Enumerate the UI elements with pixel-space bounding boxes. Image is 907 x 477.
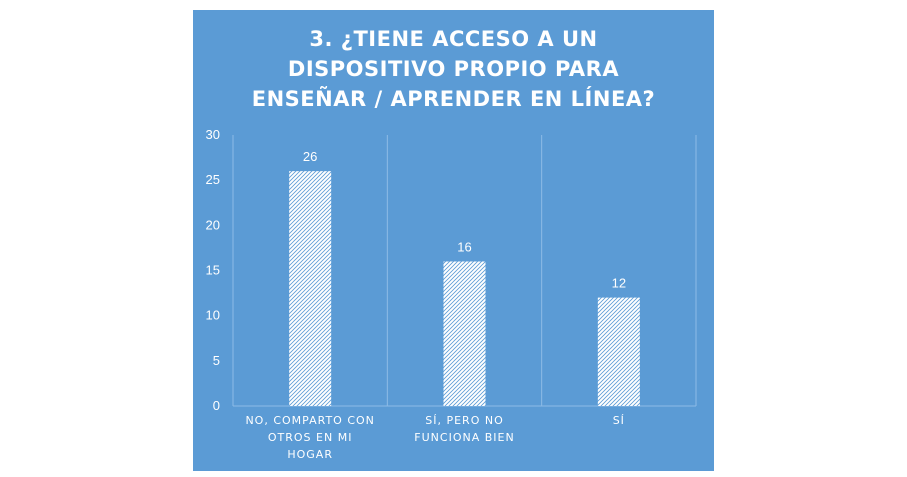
category-label-3-line-1: SÍ xyxy=(613,414,625,427)
y-tick-label-5: 5 xyxy=(213,353,220,368)
y-tick-label-15: 15 xyxy=(206,263,220,278)
chart-title: 3. ¿TIENE ACCESO A UN DISPOSITIVO PROPIO… xyxy=(193,24,714,114)
data-label-1: 26 xyxy=(303,149,317,164)
category-label-1-line-3: HOGAR xyxy=(287,448,333,461)
chart-panel: 3. ¿TIENE ACCESO A UN DISPOSITIVO PROPIO… xyxy=(193,10,714,471)
chart-title-line-2: DISPOSITIVO PROPIO PARA xyxy=(287,57,620,81)
y-tick-label-0: 0 xyxy=(213,398,220,413)
category-label-2-line-2: FUNCIONA BIEN xyxy=(414,431,514,444)
chart-title-line-1: 3. ¿TIENE ACCESO A UN xyxy=(309,27,598,51)
bar-1 xyxy=(289,171,332,406)
chart-title-line-3: ENSEÑAR / APRENDER EN LÍNEA? xyxy=(251,87,656,111)
data-label-3: 12 xyxy=(612,276,626,291)
bar-chart: 0 5 10 15 20 25 30 26 NO, COMPARTO CON OTROS EN M… xyxy=(206,127,697,461)
category-label-2-line-1: SÍ, PERO NO xyxy=(425,414,504,427)
bar-2 xyxy=(443,261,486,406)
y-tick-label-25: 25 xyxy=(206,172,220,187)
bar-3 xyxy=(597,297,640,406)
y-tick-label-30: 30 xyxy=(206,127,220,142)
data-label-2: 16 xyxy=(457,239,471,254)
category-label-1-line-2: OTROS EN MI xyxy=(268,431,353,444)
category-label-1-line-1: NO, COMPARTO CON xyxy=(245,414,374,427)
y-tick-label-20: 20 xyxy=(206,217,220,232)
y-tick-label-10: 10 xyxy=(206,308,220,323)
